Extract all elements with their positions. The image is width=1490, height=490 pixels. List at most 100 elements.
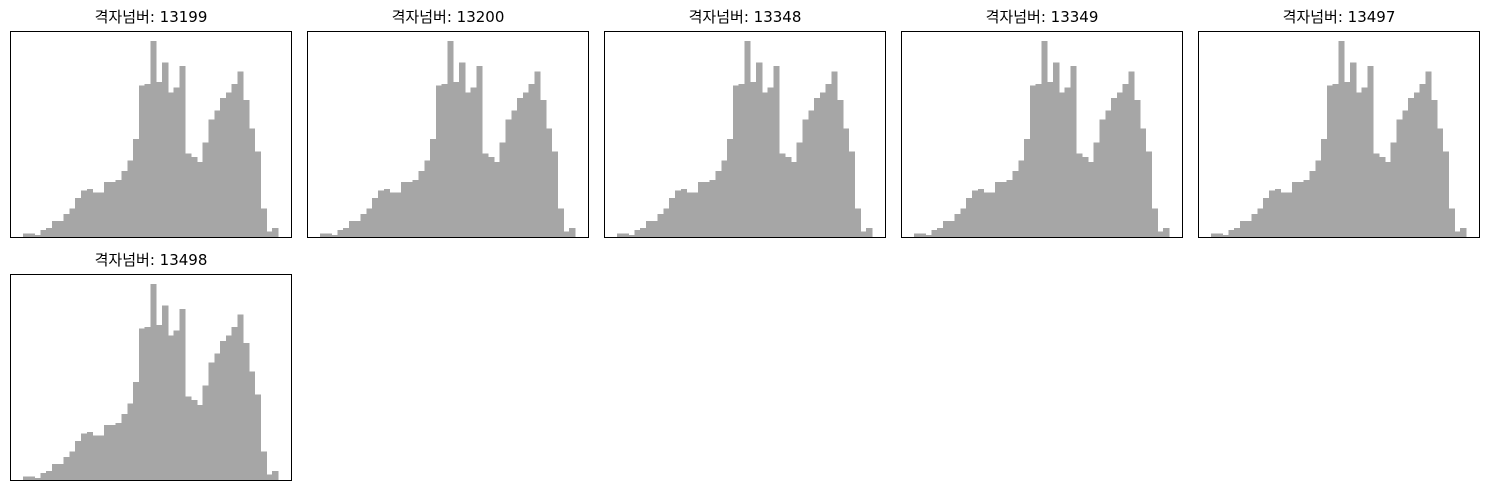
- histogram-bar: [196, 162, 204, 237]
- histogram-bar: [1087, 162, 1095, 237]
- histogram-bar: [150, 41, 157, 237]
- histogram-bar: [669, 197, 676, 237]
- histogram-bar: [150, 284, 157, 480]
- histogram-bar: [237, 314, 244, 480]
- histogram-bar: [360, 213, 367, 237]
- histogram-bar: [1431, 99, 1438, 237]
- histogram-bar: [109, 424, 117, 480]
- histogram-bar: [727, 139, 734, 237]
- histogram-bar: [1053, 62, 1060, 237]
- histogram-bar: [1292, 181, 1299, 237]
- histogram-bar: [517, 98, 524, 238]
- histogram-bar: [640, 228, 647, 237]
- histogram-bar: [960, 208, 967, 237]
- histogram-bar: [692, 192, 699, 237]
- histogram-bar: [1222, 235, 1229, 237]
- histogram-bar: [854, 208, 861, 237]
- panel-title: 격자넘버: 13497: [1283, 8, 1396, 26]
- histogram-bars: [914, 41, 1170, 238]
- histogram-bar: [1251, 213, 1258, 237]
- histogram-bar: [191, 399, 198, 480]
- histogram-bar: [75, 440, 82, 480]
- histogram-bar: [1338, 41, 1345, 237]
- histogram-bar: [1367, 65, 1374, 237]
- histogram-bar: [645, 220, 653, 237]
- histogram-bar: [406, 181, 414, 237]
- histogram-bar: [715, 171, 722, 237]
- histogram-bar: [557, 208, 564, 237]
- histogram-bar: [343, 228, 350, 237]
- histogram-panel-4: 격자넘버: 13349: [901, 8, 1183, 238]
- histogram-bars: [320, 41, 576, 238]
- histogram-bar: [208, 362, 215, 480]
- histogram-bar: [971, 190, 979, 237]
- histogram-bar: [1228, 229, 1235, 237]
- histogram-bar: [214, 110, 221, 237]
- histogram-bar: [866, 228, 873, 237]
- histogram-bar: [802, 119, 809, 237]
- histogram-bar: [551, 151, 559, 237]
- histogram-panel-3: 격자넘버: 13348: [604, 8, 886, 238]
- histogram-bar: [663, 208, 670, 237]
- histogram-bars: [617, 41, 873, 238]
- histogram-bar: [185, 153, 192, 237]
- histogram-bar: [98, 435, 105, 480]
- histogram-bar: [121, 414, 128, 480]
- histogram-bar: [57, 463, 64, 480]
- panel-title: 격자넘버: 13498: [95, 251, 208, 269]
- histogram-bar: [493, 162, 501, 237]
- histogram-bar: [744, 41, 751, 237]
- histogram-bar: [1157, 231, 1164, 237]
- histogram-bar: [80, 190, 88, 237]
- histogram-bar: [1408, 98, 1415, 238]
- histogram-bar: [260, 208, 267, 237]
- histogram-bar: [1257, 208, 1264, 237]
- histogram-bar: [28, 233, 35, 237]
- histogram-bar: [534, 71, 541, 237]
- histogram-bar: [1355, 92, 1363, 237]
- histogram-bars: [1211, 41, 1467, 238]
- histogram-bar: [721, 160, 728, 237]
- histogram-bar: [476, 65, 483, 237]
- histogram-panel-5: 격자넘버: 13497: [1198, 8, 1480, 238]
- panel-title: 격자넘버: 13348: [689, 8, 802, 26]
- histogram-bar: [156, 324, 163, 480]
- histogram-bar: [1437, 128, 1444, 237]
- histogram-bar: [622, 233, 629, 237]
- plot-frame: [10, 274, 292, 481]
- histogram-bar: [412, 179, 419, 237]
- histogram-bar: [220, 341, 227, 480]
- histogram-bar: [389, 192, 396, 237]
- histogram-bar: [225, 335, 233, 480]
- histogram-bar: [331, 235, 338, 237]
- plot-frame: [10, 31, 292, 238]
- histogram-bar: [1070, 65, 1077, 237]
- histogram-bar: [925, 235, 932, 237]
- histogram-bar: [948, 220, 955, 237]
- histogram-bar: [1303, 179, 1310, 237]
- histogram-bar: [127, 403, 134, 480]
- histogram-bar: [383, 188, 390, 237]
- histogram-bar: [325, 233, 332, 237]
- histogram-bar: [995, 181, 1002, 237]
- histogram-bar: [104, 181, 111, 237]
- histogram-bar: [214, 353, 221, 480]
- histogram-bar: [1082, 156, 1089, 237]
- histogram-bar: [779, 153, 786, 237]
- histogram-bar: [243, 342, 250, 480]
- histogram-bar: [848, 151, 856, 237]
- histogram-bar: [191, 156, 198, 237]
- histogram-bar: [162, 305, 169, 480]
- histogram-bar: [320, 233, 327, 237]
- histogram-bar: [34, 235, 41, 237]
- histogram-bar: [1239, 220, 1247, 237]
- histogram-bar: [1402, 110, 1409, 237]
- histogram-bar: [1274, 188, 1281, 237]
- histogram-bar: [767, 87, 774, 237]
- histogram-bar: [69, 208, 76, 237]
- histogram-bar: [1064, 87, 1071, 237]
- histogram-bar: [104, 424, 111, 480]
- histogram-bar: [931, 229, 938, 237]
- histogram-bar: [709, 179, 716, 237]
- histogram-bar: [732, 85, 740, 237]
